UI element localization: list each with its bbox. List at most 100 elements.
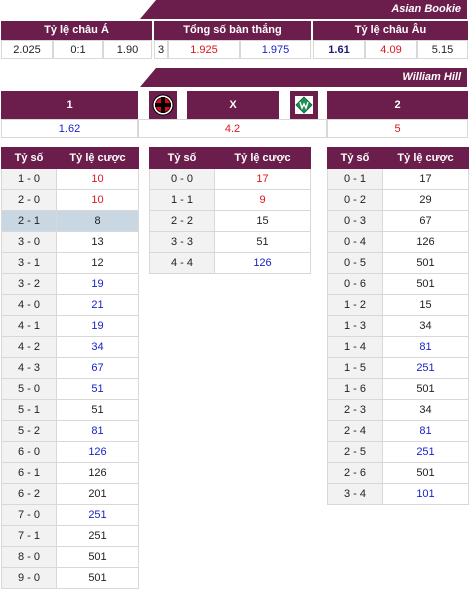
score-cell: 4 - 3 (1, 357, 57, 379)
odds-cell[interactable]: 29 (382, 189, 469, 211)
odds-cell[interactable]: 13 (56, 231, 139, 253)
odds-cell[interactable]: 501 (56, 546, 139, 568)
asian-bookie-title: Asian Bookie (391, 3, 461, 15)
total-over-odds[interactable]: 1.925 (168, 40, 240, 59)
odds-cell[interactable]: 501 (382, 378, 469, 400)
odds-cell[interactable]: 251 (382, 357, 469, 379)
odds-cell[interactable]: 126 (214, 252, 311, 274)
score-cell: 5 - 2 (1, 420, 57, 442)
odds-cell[interactable]: 501 (56, 567, 139, 589)
score-row[interactable]: 0 - 5 501 (327, 252, 469, 274)
score-row[interactable]: 8 - 0 501 (1, 546, 139, 568)
odds-cell[interactable]: 21 (56, 294, 139, 316)
total-under-odds[interactable]: 1.975 (240, 40, 311, 59)
score-row[interactable]: 1 - 2 15 (327, 294, 469, 316)
score-cell: 5 - 1 (1, 399, 57, 421)
score-row[interactable]: 4 - 4 126 (149, 252, 311, 274)
euro-away-odds[interactable]: 5.15 (417, 40, 468, 59)
score-cell: 7 - 0 (1, 504, 57, 526)
score-row[interactable]: 2 - 3 34 (327, 399, 469, 421)
odds-cell[interactable]: 126 (56, 462, 139, 484)
odds-cell[interactable]: 17 (382, 168, 469, 190)
score-row[interactable]: 1 - 0 10 (1, 168, 139, 190)
score-row[interactable]: 4 - 2 34 (1, 336, 139, 358)
odds-cell[interactable]: 34 (56, 336, 139, 358)
score-row[interactable]: 7 - 0 251 (1, 504, 139, 526)
score-row[interactable]: 0 - 1 17 (327, 168, 469, 190)
odds-cell[interactable]: 19 (56, 315, 139, 337)
euro-home-odds[interactable]: 1.61 (313, 40, 365, 59)
score-row[interactable]: 6 - 1 126 (1, 462, 139, 484)
score-row[interactable]: 7 - 1 251 (1, 525, 139, 547)
score-cell: 8 - 0 (1, 546, 57, 568)
odds-cell[interactable]: 51 (214, 231, 311, 253)
score-row[interactable]: 3 - 4 101 (327, 483, 469, 505)
wh-draw-odds[interactable]: 4.2 (138, 119, 327, 138)
score-row[interactable]: 0 - 3 67 (327, 210, 469, 232)
odds-cell[interactable]: 19 (56, 273, 139, 295)
score-row[interactable]: 1 - 3 34 (327, 315, 469, 337)
score-row[interactable]: 2 - 4 81 (327, 420, 469, 442)
asian-away-odds[interactable]: 1.90 (103, 40, 152, 59)
odds-cell[interactable]: 251 (56, 504, 139, 526)
odds-cell[interactable]: 81 (382, 420, 469, 442)
odds-cell[interactable]: 81 (56, 420, 139, 442)
odds-cell[interactable]: 12 (56, 252, 139, 274)
score-row[interactable]: 3 - 2 19 (1, 273, 139, 295)
odds-cell[interactable]: 67 (56, 357, 139, 379)
score-row[interactable]: 2 - 6 501 (327, 462, 469, 484)
score-row[interactable]: 6 - 2 201 (1, 483, 139, 505)
score-row[interactable]: 0 - 2 29 (327, 189, 469, 211)
odds-cell[interactable]: 10 (56, 168, 139, 190)
odds-cell[interactable]: 51 (56, 399, 139, 421)
odds-cell[interactable]: 501 (382, 462, 469, 484)
score-row[interactable]: 5 - 2 81 (1, 420, 139, 442)
odds-cell[interactable]: 201 (56, 483, 139, 505)
score-row[interactable]: 3 - 3 51 (149, 231, 311, 253)
odds-cell[interactable]: 81 (382, 336, 469, 358)
score-row[interactable]: 1 - 5 251 (327, 357, 469, 379)
odds-cell[interactable]: 251 (382, 441, 469, 463)
odds-cell[interactable]: 251 (56, 525, 139, 547)
asian-home-odds[interactable]: 2.025 (1, 40, 53, 59)
score-row[interactable]: 4 - 1 19 (1, 315, 139, 337)
score-row[interactable]: 0 - 4 126 (327, 231, 469, 253)
score-row[interactable]: 1 - 6 501 (327, 378, 469, 400)
odds-cell[interactable]: 9 (214, 189, 311, 211)
odds-cell[interactable]: 501 (382, 273, 469, 295)
odds-cell[interactable]: 101 (382, 483, 469, 505)
score-row[interactable]: 5 - 1 51 (1, 399, 139, 421)
score-row[interactable]: 5 - 0 51 (1, 378, 139, 400)
score-row[interactable]: 2 - 2 15 (149, 210, 311, 232)
score-row[interactable]: 0 - 6 501 (327, 273, 469, 295)
score-row[interactable]: 4 - 3 67 (1, 357, 139, 379)
wh-home-odds[interactable]: 1.62 (1, 119, 138, 138)
odds-cell[interactable]: 67 (382, 210, 469, 232)
score-row[interactable]: 2 - 0 10 (1, 189, 139, 211)
score-row[interactable]: 6 - 0 126 (1, 441, 139, 463)
score-row[interactable]: 9 - 0 501 (1, 567, 139, 589)
odds-cell[interactable]: 34 (382, 399, 469, 421)
odds-cell[interactable]: 15 (214, 210, 311, 232)
odds-cell[interactable]: 501 (382, 252, 469, 274)
score-row[interactable]: 4 - 0 21 (1, 294, 139, 316)
score-row[interactable]: 2 - 5 251 (327, 441, 469, 463)
score-row[interactable]: 3 - 0 13 (1, 231, 139, 253)
score-row[interactable]: 0 - 0 17 (149, 168, 311, 190)
odds-cell[interactable]: 126 (56, 441, 139, 463)
score-row[interactable]: 1 - 4 81 (327, 336, 469, 358)
odds-cell[interactable]: 8 (56, 210, 139, 232)
odds-cell[interactable]: 34 (382, 315, 469, 337)
score-cell: 1 - 4 (327, 336, 383, 358)
odds-cell[interactable]: 51 (56, 378, 139, 400)
odds-cell[interactable]: 10 (56, 189, 139, 211)
wh-away-odds[interactable]: 5 (327, 119, 468, 138)
euro-draw-odds[interactable]: 4.09 (365, 40, 417, 59)
odds-cell[interactable]: 15 (382, 294, 469, 316)
odds-cell[interactable]: 17 (214, 168, 311, 190)
score-row[interactable]: 3 - 1 12 (1, 252, 139, 274)
odds-cell[interactable]: 126 (382, 231, 469, 253)
